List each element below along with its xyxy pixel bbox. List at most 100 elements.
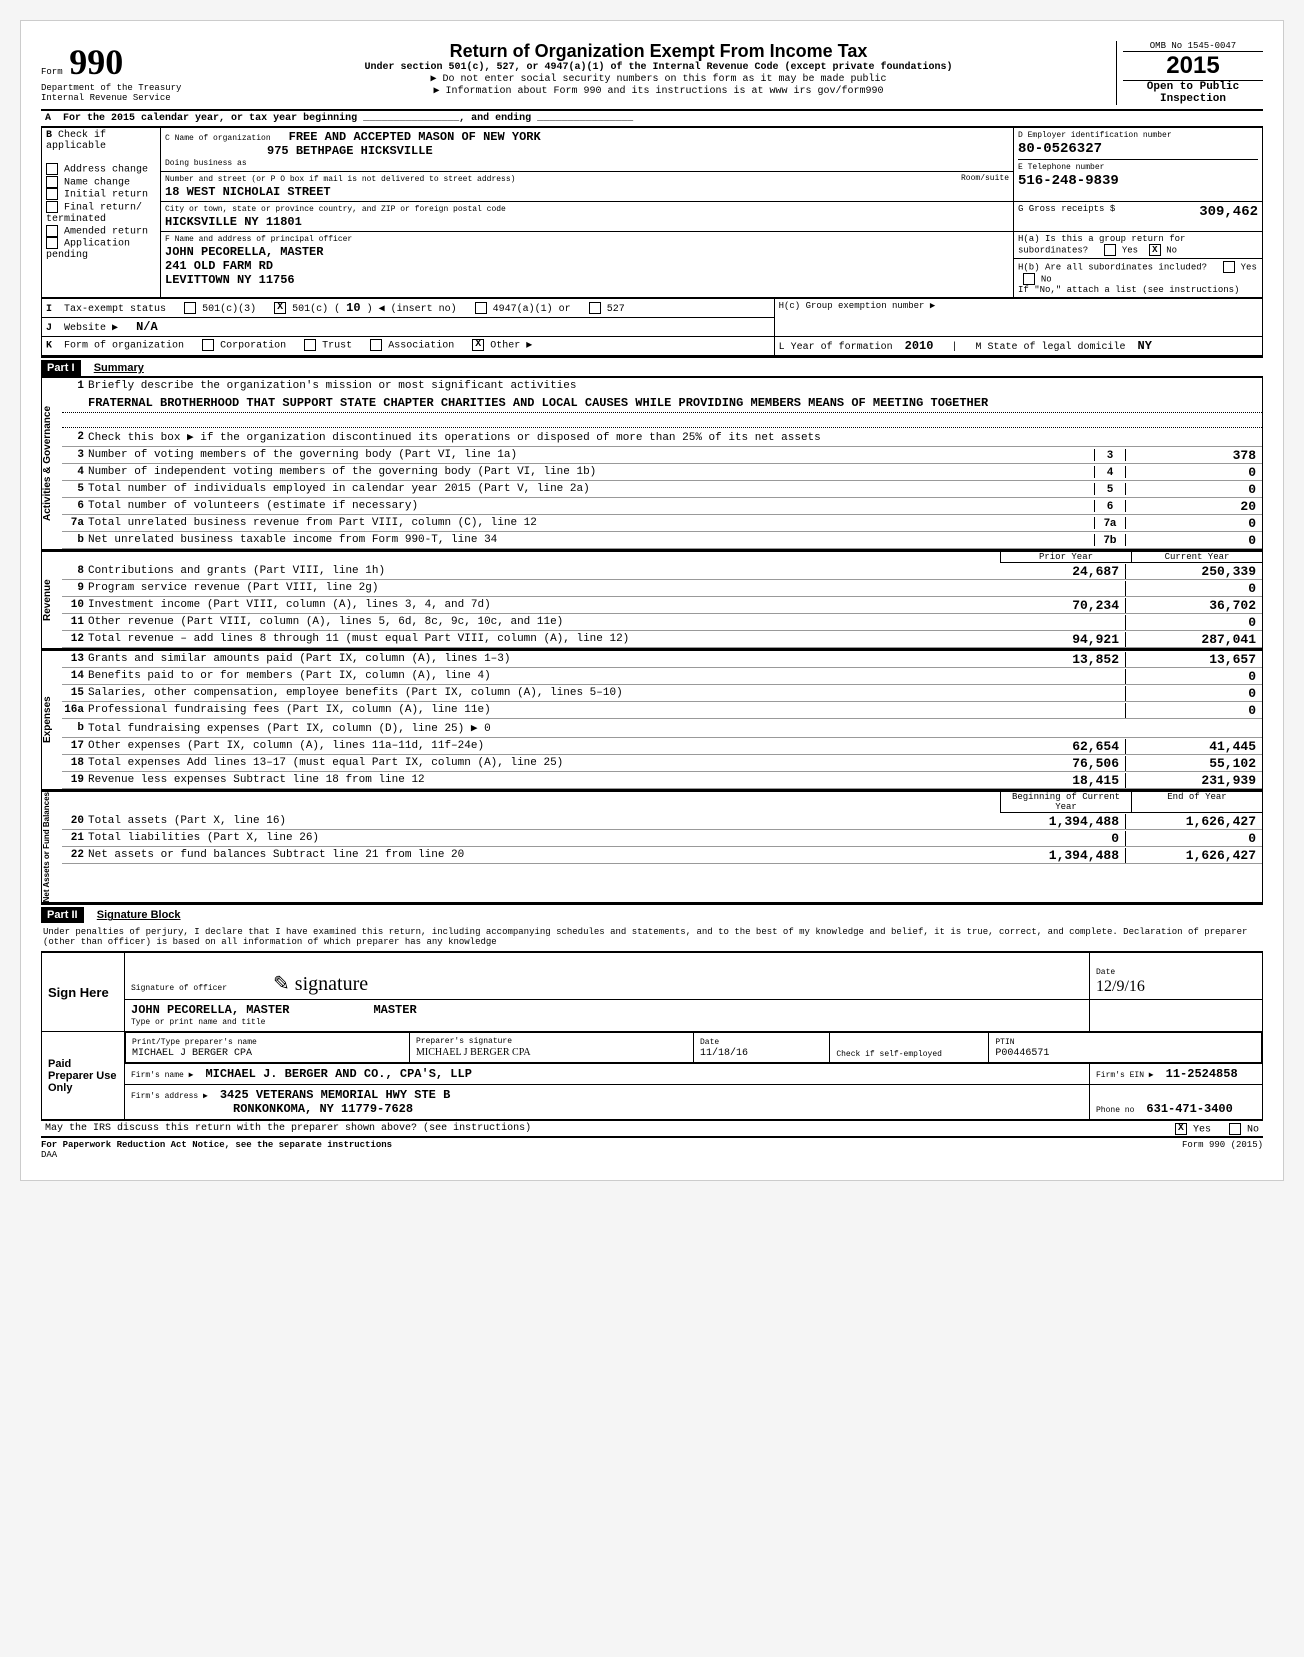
side-revenue: Revenue <box>42 552 62 648</box>
header-note2: ▶ Information about Form 990 and its ins… <box>201 85 1116 97</box>
prep-date-label: Date <box>700 1038 719 1047</box>
ptin-value: P00446571 <box>995 1048 1049 1059</box>
row-prior: 13,852 <box>989 652 1125 667</box>
line-l: L Year of formation 2010 | M State of le… <box>774 337 1262 356</box>
firm-addr-label: Firm's address ▶ <box>131 1092 208 1101</box>
chk-pending[interactable] <box>46 237 58 249</box>
hb-note: If "No," attach a list (see instructions… <box>1018 285 1239 295</box>
f-label: F Name and address of principal officer <box>165 235 352 244</box>
summary-row-22: 22 Net assets or fund balances Subtract … <box>62 847 1262 864</box>
row-label: Total number of individuals employed in … <box>88 481 1094 497</box>
part2-header-row: Part II Signature Block <box>41 903 1263 923</box>
form-label: Form <box>41 67 63 77</box>
prep-date: 11/18/16 <box>700 1048 748 1059</box>
chk-final[interactable] <box>46 201 58 213</box>
block-d-e: D Employer identification number 80-0526… <box>1014 128 1263 202</box>
row-value: 378 <box>1126 448 1262 463</box>
row-current: 55,102 <box>1125 756 1262 771</box>
open-public: Open to Public <box>1123 80 1263 93</box>
chk-initial[interactable] <box>46 188 58 200</box>
row-prior: 76,506 <box>989 756 1125 771</box>
lbl-final: Final return/ terminated <box>46 203 142 225</box>
i-501c3-box[interactable] <box>184 302 196 314</box>
row-current: 1,626,427 <box>1125 848 1262 863</box>
i-527-box[interactable] <box>589 302 601 314</box>
row-prior: 62,654 <box>989 739 1125 754</box>
row-num: 3 <box>62 449 88 461</box>
block-b: B Check if applicable Address change Nam… <box>42 128 161 298</box>
j-label: Website ▶ <box>64 323 118 334</box>
row-num: 18 <box>62 757 88 769</box>
ha-yes-box[interactable] <box>1104 244 1116 256</box>
footer-row: For Paperwork Reduction Act Notice, see … <box>41 1138 1263 1160</box>
sig-date-label: Date <box>1096 968 1115 977</box>
lbl-amended: Amended return <box>64 226 148 237</box>
discuss-row: May the IRS discuss this return with the… <box>41 1120 1263 1138</box>
firm-phone: 631-471-3400 <box>1146 1102 1232 1116</box>
line1-num: 1 <box>62 380 88 392</box>
row-label: Contributions and grants (Part VIII, lin… <box>88 563 989 579</box>
row-prior: 94,921 <box>989 632 1125 647</box>
i-4947-box[interactable] <box>475 302 487 314</box>
header-note1: ▶ Do not enter social security numbers o… <box>201 73 1116 85</box>
ha-no-box[interactable]: X <box>1149 244 1161 256</box>
block-c-city: City or town, state or province country,… <box>161 202 1014 232</box>
org-name2: 975 BETHPAGE HICKSVILLE <box>267 144 433 158</box>
row-label: Net assets or fund balances Subtract lin… <box>88 847 989 863</box>
k-corp-box[interactable] <box>202 339 214 351</box>
hdr-current: Current Year <box>1131 552 1262 563</box>
block-h-b: H(b) Are all subordinates included? Yes … <box>1014 259 1263 298</box>
firm-phone-label: Phone no <box>1096 1106 1134 1115</box>
hb-yes: Yes <box>1241 262 1257 272</box>
block-h-a: H(a) Is this a group return for subordin… <box>1014 232 1263 259</box>
omb-number: OMB No 1545-0047 <box>1123 41 1263 52</box>
summary-row-14: 14 Benefits paid to or for members (Part… <box>62 668 1262 685</box>
hdr-prior: Prior Year <box>1000 552 1131 563</box>
return-subtitle: Under section 501(c), 527, or 4947(a)(1)… <box>201 62 1116 73</box>
row-label: Net unrelated business taxable income fr… <box>88 532 1094 548</box>
row-label: Salaries, other compensation, employee b… <box>88 685 989 701</box>
summary-row-b: b Total fundraising expenses (Part IX, c… <box>62 719 1262 738</box>
phone-value: 516-248-9839 <box>1018 173 1119 189</box>
row-cell: 6 <box>1094 500 1126 512</box>
row-label: Number of independent voting members of … <box>88 464 1094 480</box>
chk-name[interactable] <box>46 176 58 188</box>
discuss-no-box[interactable] <box>1229 1123 1241 1135</box>
row-label: Grants and similar amounts paid (Part IX… <box>88 651 989 667</box>
row-label: Revenue less expenses Subtract line 18 f… <box>88 772 989 788</box>
hb-no-box[interactable] <box>1023 273 1035 285</box>
officer-name: JOHN PECORELLA, MASTER <box>165 245 323 259</box>
year-formation: 2010 <box>905 339 934 353</box>
chk-amended[interactable] <box>46 225 58 237</box>
org-name: FREE AND ACCEPTED MASON OF NEW YORK <box>289 130 541 144</box>
daa-label: DAA <box>41 1150 57 1160</box>
pra-notice: For Paperwork Reduction Act Notice, see … <box>41 1140 392 1150</box>
i-527: 527 <box>607 304 625 315</box>
row-label: Number of voting members of the governin… <box>88 447 1094 463</box>
firm-ein-label: Firm's EIN ▶ <box>1096 1071 1154 1080</box>
k-assoc-box[interactable] <box>370 339 382 351</box>
row-current: 0 <box>1125 669 1262 684</box>
part1-title: Summary <box>94 362 144 374</box>
row-num: 8 <box>62 565 88 577</box>
hb-yes-box[interactable] <box>1223 261 1235 273</box>
k-trust-box[interactable] <box>304 339 316 351</box>
chk-address[interactable] <box>46 163 58 175</box>
row-num: 14 <box>62 670 88 682</box>
summary-row-9: 9 Program service revenue (Part VIII, li… <box>62 580 1262 597</box>
section-revenue: Revenue Prior Year Current Year 8 Contri… <box>41 550 1263 649</box>
paid-preparer-label: Paid Preparer Use Only <box>42 1032 125 1120</box>
mission-text: FRATERNAL BROTHERHOOD THAT SUPPORT STATE… <box>62 394 1262 413</box>
i-501c-box[interactable]: X <box>274 302 286 314</box>
row-label: Total fundraising expenses (Part IX, col… <box>88 719 989 737</box>
row-value: 0 <box>1126 465 1262 480</box>
summary-row-6: 6 Total number of volunteers (estimate i… <box>62 498 1262 515</box>
signature-table: Sign Here Signature of officer ✎ signatu… <box>41 952 1263 1120</box>
row-num: 9 <box>62 582 88 594</box>
k-other-box[interactable]: X <box>472 339 484 351</box>
row-cell: 7b <box>1094 534 1126 546</box>
summary-row-15: 15 Salaries, other compensation, employe… <box>62 685 1262 702</box>
hb-no: No <box>1041 274 1052 284</box>
row-num: b <box>62 534 88 546</box>
discuss-yes-box[interactable]: X <box>1175 1123 1187 1135</box>
